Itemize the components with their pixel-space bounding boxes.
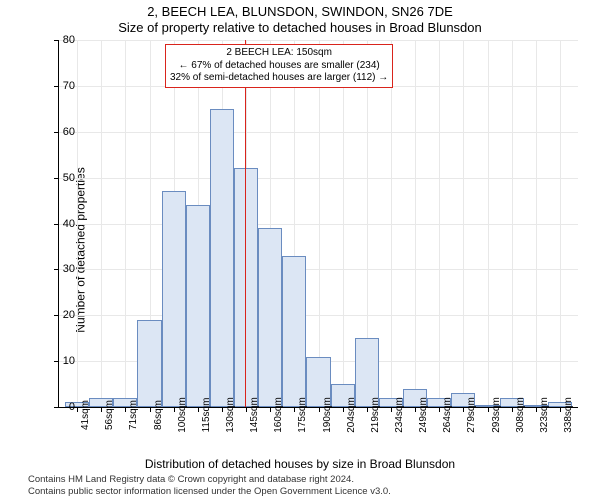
grid-horizontal xyxy=(59,178,578,179)
x-tick-mark xyxy=(560,407,561,412)
footer-line-2: Contains public sector information licen… xyxy=(28,486,391,497)
x-tick-mark xyxy=(319,407,320,412)
x-tick-mark xyxy=(77,407,78,412)
y-tick-label: 30 xyxy=(55,263,75,275)
x-tick-mark xyxy=(367,407,368,412)
x-tick-mark xyxy=(270,407,271,412)
x-tick-mark xyxy=(536,407,537,412)
x-tick-label: 234sqm xyxy=(394,397,405,433)
title-line-1: 2, BEECH LEA, BLUNSDON, SWINDON, SN26 7D… xyxy=(0,4,600,19)
x-tick-mark xyxy=(222,407,223,412)
x-tick-mark xyxy=(488,407,489,412)
x-tick-mark xyxy=(391,407,392,412)
x-tick-label: 130sqm xyxy=(225,397,236,433)
x-tick-mark xyxy=(512,407,513,412)
grid-horizontal xyxy=(59,269,578,270)
x-tick-label: 190sqm xyxy=(322,397,333,433)
histogram-bar xyxy=(234,168,258,407)
x-axis-label: Distribution of detached houses by size … xyxy=(0,457,600,471)
title-line-2: Size of property relative to detached ho… xyxy=(0,20,600,35)
histogram-plot: 2 BEECH LEA: 150sqm← 67% of detached hou… xyxy=(58,40,578,408)
histogram-bar xyxy=(186,205,210,407)
x-tick-label: 145sqm xyxy=(249,397,260,433)
x-tick-label: 86sqm xyxy=(153,400,164,430)
x-tick-mark xyxy=(246,407,247,412)
x-tick-label: 175sqm xyxy=(297,397,308,433)
y-tick-label: 40 xyxy=(55,218,75,230)
footer-line-1: Contains HM Land Registry data © Crown c… xyxy=(28,474,391,485)
footer-attribution: Contains HM Land Registry data © Crown c… xyxy=(28,474,391,497)
histogram-bar xyxy=(282,256,306,407)
y-tick-label: 50 xyxy=(55,172,75,184)
x-tick-mark xyxy=(343,407,344,412)
x-tick-mark xyxy=(150,407,151,412)
x-tick-label: 56sqm xyxy=(104,400,115,430)
y-tick-label: 0 xyxy=(55,401,75,413)
y-tick-label: 10 xyxy=(55,355,75,367)
x-tick-mark xyxy=(101,407,102,412)
x-tick-label: 264sqm xyxy=(442,397,453,433)
grid-horizontal xyxy=(59,224,578,225)
y-tick-label: 60 xyxy=(55,126,75,138)
x-tick-label: 338sqm xyxy=(563,397,574,433)
x-tick-mark xyxy=(125,407,126,412)
x-tick-label: 249sqm xyxy=(418,397,429,433)
x-tick-label: 41sqm xyxy=(80,400,91,430)
x-tick-mark xyxy=(439,407,440,412)
annotation-line: 2 BEECH LEA: 150sqm xyxy=(170,47,388,60)
x-tick-label: 219sqm xyxy=(370,397,381,433)
x-tick-label: 293sqm xyxy=(491,397,502,433)
annotation-line: ← 67% of detached houses are smaller (23… xyxy=(170,60,388,73)
x-tick-mark xyxy=(198,407,199,412)
annotation-line: 32% of semi-detached houses are larger (… xyxy=(170,72,388,85)
x-tick-mark xyxy=(463,407,464,412)
x-tick-mark xyxy=(415,407,416,412)
x-tick-label: 308sqm xyxy=(515,397,526,433)
histogram-bar xyxy=(258,228,282,407)
x-tick-mark xyxy=(174,407,175,412)
histogram-bar xyxy=(162,191,186,407)
histogram-bar xyxy=(210,109,234,407)
x-tick-label: 115sqm xyxy=(201,398,212,433)
x-tick-label: 100sqm xyxy=(177,397,188,433)
grid-horizontal xyxy=(59,132,578,133)
y-tick-label: 20 xyxy=(55,309,75,321)
x-tick-label: 279sqm xyxy=(466,397,477,433)
annotation-box: 2 BEECH LEA: 150sqm← 67% of detached hou… xyxy=(165,44,393,88)
x-tick-mark xyxy=(294,407,295,412)
y-tick-label: 80 xyxy=(55,34,75,46)
x-tick-label: 160sqm xyxy=(273,397,284,433)
y-tick-label: 70 xyxy=(55,80,75,92)
marker-line xyxy=(245,40,246,407)
grid-horizontal xyxy=(59,315,578,316)
x-tick-label: 204sqm xyxy=(346,397,357,433)
grid-horizontal xyxy=(59,40,578,41)
x-tick-label: 71sqm xyxy=(128,400,139,430)
x-tick-label: 323sqm xyxy=(539,397,550,433)
histogram-bar xyxy=(137,320,161,407)
